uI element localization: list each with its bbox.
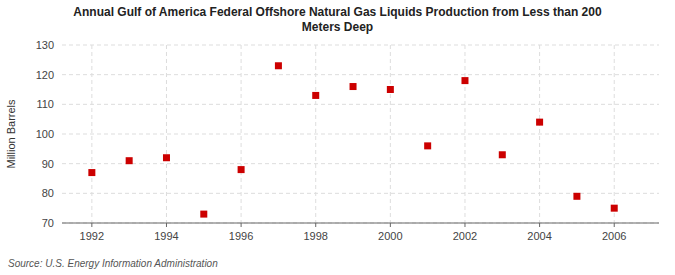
x-tick — [91, 223, 92, 227]
y-tick-label: 90 — [42, 158, 54, 170]
point — [461, 77, 468, 84]
grid-line-x — [241, 45, 242, 223]
grid-line-y — [62, 163, 659, 164]
y-tick-label: 80 — [42, 187, 54, 199]
x-tick-label: 1998 — [303, 230, 327, 242]
tick-labels: 70 80 90 100 110 120 130 1992 1994 1996 1998 2000 20… — [36, 39, 627, 242]
x-tick — [390, 223, 391, 227]
chart: Annual Gulf of America Federal Offshore … — [0, 0, 675, 275]
source: Source: U.S. Energy Information Administ… — [8, 258, 218, 269]
grid-line-x — [614, 45, 615, 223]
grid-line-y — [62, 223, 659, 224]
point — [163, 154, 170, 161]
x-tick — [241, 223, 242, 227]
grid-line-x — [539, 45, 540, 223]
x-tick — [315, 223, 316, 227]
x-tick-label: 1992 — [80, 230, 104, 242]
grid-line-x — [166, 45, 167, 223]
point — [238, 166, 245, 173]
x-tick-label: 1994 — [154, 230, 178, 242]
grid-line-y — [62, 193, 659, 194]
y-tick-label: 100 — [36, 128, 54, 140]
y-axis-label: Million Barrels — [5, 99, 17, 169]
grid-line-x — [464, 45, 465, 223]
point — [275, 62, 282, 69]
point — [88, 169, 95, 176]
grid-line-y — [62, 45, 659, 46]
x-tick — [464, 223, 465, 227]
point — [424, 142, 431, 149]
x-tick — [614, 223, 615, 227]
grid-line-x — [91, 45, 92, 223]
points — [88, 62, 617, 217]
x-tick-label: 2006 — [602, 230, 626, 242]
y-tick-label: 70 — [42, 217, 54, 229]
point — [200, 211, 207, 218]
grid-line-y — [62, 74, 659, 75]
grid-line-x — [315, 45, 316, 223]
y-tick-label: 110 — [36, 98, 54, 110]
x-tick-label: 2000 — [378, 230, 402, 242]
x-tick-label: 1996 — [229, 230, 253, 242]
y-tick-label: 130 — [36, 39, 54, 51]
title: Annual Gulf of America Federal Offshore … — [73, 5, 602, 34]
point — [573, 193, 580, 200]
point — [312, 92, 319, 99]
grid-line-y — [62, 134, 659, 135]
x-tick — [539, 223, 540, 227]
grid-line-x — [390, 45, 391, 223]
point — [126, 157, 133, 164]
point — [350, 83, 357, 90]
point — [499, 151, 506, 158]
point — [387, 86, 394, 93]
point — [611, 205, 618, 212]
point — [536, 119, 543, 126]
grid — [62, 45, 659, 223]
x-tick-label: 2004 — [527, 230, 551, 242]
x-tick — [166, 223, 167, 227]
grid-line-y — [62, 104, 659, 105]
x-tick-label: 2002 — [453, 230, 477, 242]
x-axis-line — [62, 223, 659, 224]
y-tick-label: 120 — [36, 69, 54, 81]
